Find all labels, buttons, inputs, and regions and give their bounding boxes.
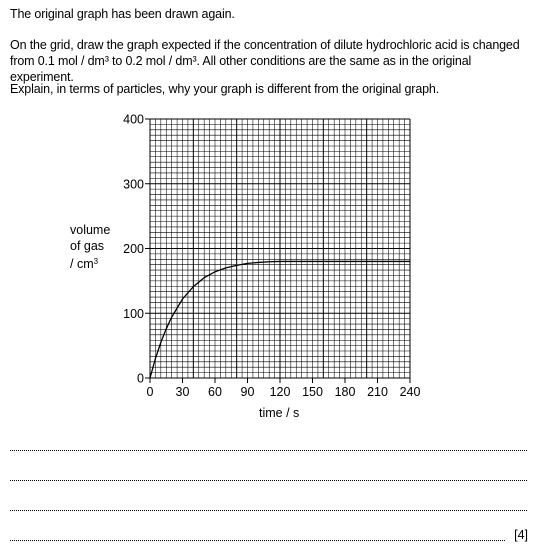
marks-label: [4] (514, 528, 528, 542)
y-axis-label: volume of gas / cm3 (70, 222, 110, 272)
intro-text: The original graph has been drawn again. (10, 7, 235, 21)
y-axis-ticks: 0 100 200 300 400 (123, 113, 150, 386)
answer-line[interactable] (10, 510, 527, 511)
x-tick-label: 60 (208, 385, 222, 399)
x-axis-label: time / s (259, 406, 300, 420)
x-tick-label: 150 (302, 385, 323, 399)
explain-prompt: Explain, in terms of particles, why your… (10, 82, 440, 96)
instruction-text: On the grid, draw the graph expected if … (10, 38, 520, 84)
x-tick-label: 240 (400, 385, 421, 399)
x-tick-label: 180 (335, 385, 356, 399)
y-axis-label-line: / cm (70, 257, 94, 271)
y-tick-label: 300 (123, 177, 144, 191)
x-tick-label: 120 (270, 385, 291, 399)
x-tick-label: 90 (241, 385, 255, 399)
y-tick-label: 400 (123, 113, 144, 127)
answer-line[interactable] (10, 540, 505, 541)
x-tick-label: 210 (367, 385, 388, 399)
answer-line[interactable] (10, 480, 527, 481)
grid-major (149, 118, 411, 379)
y-tick-label: 0 (137, 372, 144, 386)
y-axis-label-sup: 3 (93, 257, 99, 266)
x-tick-label: 30 (176, 385, 190, 399)
answer-line[interactable] (10, 450, 527, 451)
original-curve (149, 260, 410, 379)
y-axis-label-line: of gas (70, 239, 105, 253)
y-axis-label-line: volume (70, 223, 111, 237)
y-tick-label: 200 (123, 242, 144, 256)
x-axis-ticks: 0 30 60 90 120 150 180 210 240 (147, 378, 421, 399)
y-tick-label: 100 (123, 307, 144, 321)
x-tick-label: 0 (147, 385, 154, 399)
